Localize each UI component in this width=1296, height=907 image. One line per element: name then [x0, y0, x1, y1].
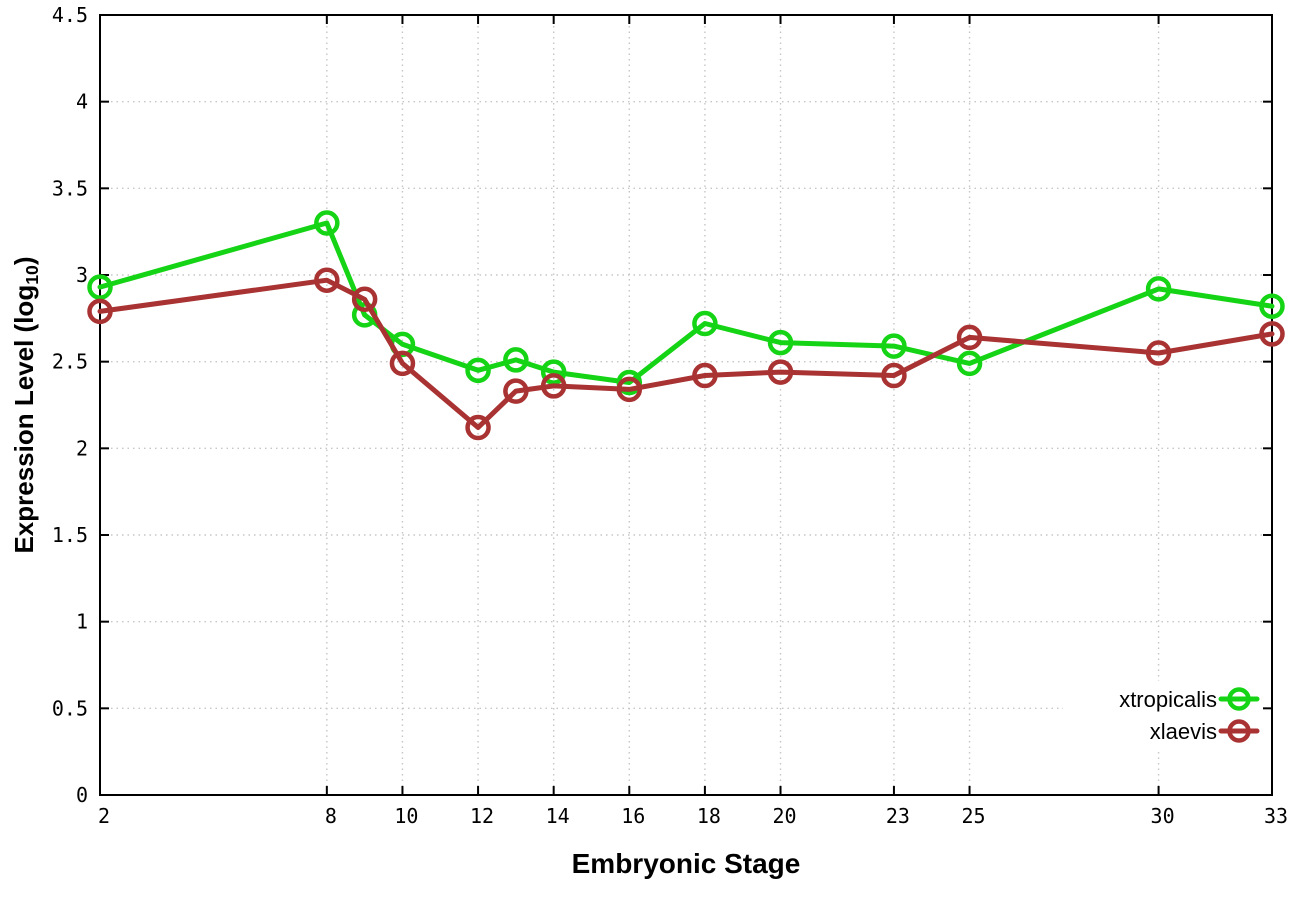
y-axis-title: Expression Level (log10): [9, 256, 43, 553]
data-point-xlaevis: [767, 359, 794, 385]
data-point-xlaevis: [351, 286, 378, 313]
x-tick-label: 8: [325, 804, 337, 828]
data-point-xtropicalis: [956, 350, 983, 377]
data-point-xtropicalis: [1259, 293, 1285, 319]
data-point-xlaevis: [503, 378, 529, 404]
data-point-xtropicalis: [87, 274, 113, 300]
y-axis-title-text: Expression Level (log: [8, 284, 39, 554]
y-tick-label: 1: [76, 610, 88, 634]
x-tick-label: 10: [394, 804, 418, 828]
data-point-xlaevis: [692, 362, 718, 389]
data-point-xtropicalis: [314, 210, 340, 236]
y-tick-label: 3.5: [52, 176, 88, 200]
x-tick-label: 30: [1151, 804, 1175, 828]
data-point-xlaevis: [465, 414, 491, 441]
data-point-xtropicalis: [1145, 276, 1172, 302]
y-tick-label: 1.5: [52, 523, 88, 547]
legend-label-xtropicalis: xtropicalis: [1119, 687, 1217, 712]
data-point-xlaevis: [881, 362, 907, 389]
data-point-xtropicalis: [881, 333, 907, 359]
x-tick-label: 14: [546, 804, 570, 828]
x-tick-label: 12: [470, 804, 494, 828]
data-point-xlaevis: [314, 267, 340, 293]
y-tick-label: 4.5: [52, 3, 88, 27]
data-point-xtropicalis: [692, 310, 718, 337]
plot-border: [99, 14, 1273, 796]
x-tick-label: 16: [621, 804, 645, 828]
series-line-xtropicalis: [97, 220, 1275, 385]
data-point-xtropicalis: [540, 359, 567, 385]
y-tick-label: 2.5: [52, 350, 88, 374]
data-point-xlaevis: [956, 324, 983, 351]
data-point-xtropicalis: [503, 347, 529, 373]
x-tick-label: 18: [697, 804, 721, 828]
y-tick-label: 2: [76, 436, 88, 460]
y-axis-title-close: ): [8, 256, 39, 266]
data-point-xtropicalis: [465, 357, 491, 384]
x-tick-label: 2: [98, 804, 110, 828]
legend-marker-xlaevis: [1227, 719, 1251, 743]
legend-label-xlaevis: xlaevis: [1150, 719, 1217, 744]
x-tick-label: 20: [772, 804, 796, 828]
y-tick-label: 3: [76, 263, 88, 287]
y-tick-label: 0.5: [52, 696, 88, 720]
x-tick-label: 23: [886, 804, 910, 828]
data-point-xlaevis: [616, 376, 643, 403]
data-point-xlaevis: [1145, 340, 1172, 366]
data-point-xlaevis: [389, 350, 416, 377]
data-point-xlaevis: [87, 298, 113, 325]
y-tick-label: 0: [76, 783, 88, 807]
data-point-xtropicalis: [767, 329, 794, 356]
legend-marker-xtropicalis: [1227, 687, 1251, 711]
y-axis-title-subscript: 10: [22, 265, 43, 285]
x-tick-label: 25: [962, 804, 986, 828]
data-point-xlaevis: [1259, 321, 1285, 347]
y-tick-label: 4: [76, 90, 88, 114]
x-tick-label: 33: [1264, 804, 1288, 828]
data-point-xlaevis: [540, 373, 567, 399]
x-axis-title: Embryonic Stage: [571, 848, 801, 879]
